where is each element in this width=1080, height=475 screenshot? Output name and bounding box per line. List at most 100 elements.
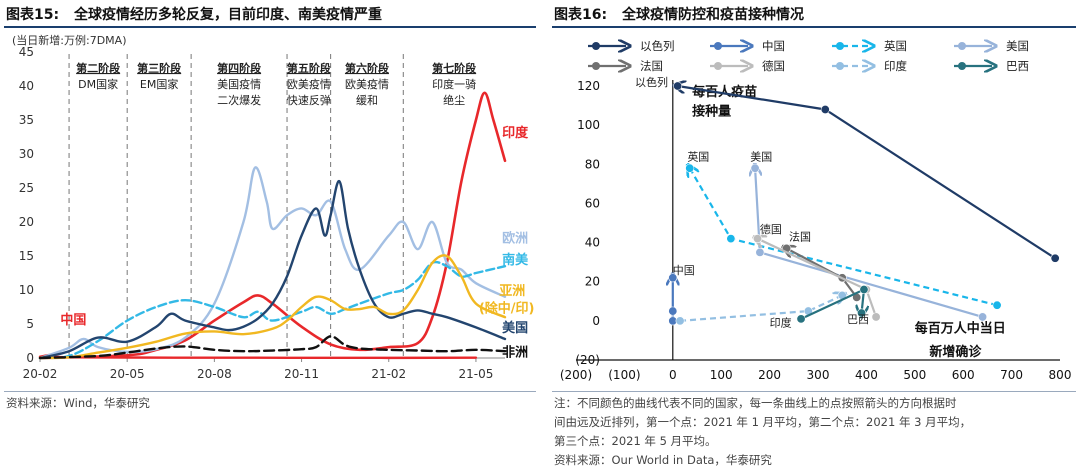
left-top-rule [4,26,536,28]
right-title: 图表16: 全球疫情防控和疫苗接种情况 [554,4,804,24]
legend-label: 美国 [1006,39,1029,53]
legend-label: 中国 [762,39,785,53]
y-tick-label: 0 [592,314,600,328]
country-label: 印度 [770,316,792,330]
left-figure-number: 图表15: [6,7,60,23]
x-tick-label: 0 [669,368,677,382]
series-line-美国 [38,179,507,360]
series-label: 印度 [502,125,529,141]
series-label: 南美 [502,252,529,268]
y-tick-label: 25 [19,181,34,195]
phase-label: EM国家 [140,77,178,91]
series-label: 亚洲 [499,284,525,299]
data-point-美国 [978,312,988,322]
series-label: (除中/印) [479,300,535,316]
country-label: 法国 [789,230,811,244]
phase-label: 缓和 [356,94,378,107]
legend-marker-法国 [592,62,600,70]
series-line-德国 [758,239,878,318]
series-line-亚洲(除中/印) [38,254,507,360]
phase-label: 美国疫情 [217,77,261,91]
y-tick-label: 20 [585,275,600,289]
unit-label: (当日新增:万例:7DMA) [12,33,126,47]
y-tick-label: 0 [26,351,34,365]
legend-label: 巴西 [1006,59,1029,73]
x-axis-title-line-1: 每百万人中当日 [915,321,1006,337]
phase-label: 欧美疫情 [287,77,331,91]
data-point-德国 [753,234,763,244]
x-tick-label: 400 [855,368,878,382]
x-axis-title-line-2: 新增确诊 [929,344,982,360]
legend-label: 法国 [640,59,663,73]
series-label: 美国 [502,320,528,336]
x-tick-label: 20-05 [110,367,145,381]
series-line-以色列 [678,86,1056,260]
data-point-巴西 [859,285,869,295]
legend-marker-英国 [836,42,844,50]
x-tick-label: 20-02 [23,367,58,381]
data-point-巴西 [796,314,806,324]
phase-label: 印度一骑 [432,77,476,91]
y-tick-label: 20 [19,215,34,229]
phase-label: 第七阶段 [432,61,476,75]
y-tick-label: 35 [19,113,34,127]
y-axis-title-line-2: 接种量 [692,103,731,119]
x-tick-label: 500 [903,368,926,382]
data-point-英国 [726,234,736,244]
phase-label: 二次爆发 [217,93,261,107]
covid-cases-line-chart: (当日新增:万例:7DMA) 0 5 10 15 20 25 30 35 40 45 第二阶段 DM国家… [12,33,535,381]
right-panel: 图表16: 全球疫情防控和疫苗接种情况 以色列 中国 英国 美国 法国 德国 印度 巴西 (20… [548,0,1080,475]
series-label: 非洲 [502,345,528,361]
right-note-line-3: 第三个点：2021 年 5 月平均。 [554,434,717,448]
y-tick-label: 40 [19,79,34,93]
data-point-以色列 [673,81,683,91]
x-tick-label: 600 [952,368,975,382]
data-point-德国 [871,312,881,322]
data-point-中国 [668,306,678,316]
country-label: 巴西 [847,313,869,326]
y-tick-label: (20) [575,353,600,367]
left-title-text: 全球疫情经历多轮反复，目前印度、南美疫情严重 [73,7,382,23]
series-line-英国 [690,168,998,307]
x-tick-label: 200 [758,368,781,382]
x-tick-label: 100 [710,368,733,382]
x-tick-label: 21-05 [459,367,494,381]
phase-label: 快速反弹 [287,93,331,107]
phase-label: DM国家 [78,77,118,91]
legend-label: 印度 [884,59,907,73]
x-tick-label: (100) [608,368,640,382]
country-label: 中国 [673,264,695,277]
right-bottom-rule [552,391,1076,392]
left-bottom-rule [4,391,536,392]
legend-label: 英国 [884,39,907,53]
series-line-印度 [679,295,842,322]
x-tick-label: 700 [1000,368,1023,382]
data-point-印度 [675,316,685,326]
legend-marker-美国 [958,42,966,50]
x-tick-label: 300 [807,368,830,382]
y-tick-label: 120 [577,79,600,93]
right-title-text: 全球疫情防控和疫苗接种情况 [621,7,804,23]
phase-label: 第六阶段 [345,61,389,75]
country-label: 以色列 [635,75,668,89]
y-tick-label: 10 [19,283,34,297]
right-top-rule [552,26,1076,28]
legend-marker-德国 [714,62,722,70]
phase-label: 欧美疫情 [345,77,389,91]
right-note-line-1: 注：不同颜色的曲线代表不同的国家，每一条曲线上的点按照箭头的方向根据时 [554,396,957,410]
y-tick-label: 60 [585,196,600,210]
x-tick-label: 21-02 [371,367,406,381]
data-point-以色列 [820,104,830,114]
series-line-南美 [38,260,507,360]
data-point-中国 [668,273,678,283]
legend-label: 以色列 [640,39,675,53]
phase-label: 第五阶段 [287,61,331,75]
series-label: 中国 [60,312,86,328]
legend-label: 德国 [762,59,785,73]
phase-label: 绝尘 [443,93,465,107]
x-tick-label: 20-11 [284,367,319,381]
data-point-美国 [755,247,765,257]
y-tick-label: 15 [19,249,34,263]
series-line-印度 [38,91,507,360]
series-label: 欧洲 [502,230,528,246]
